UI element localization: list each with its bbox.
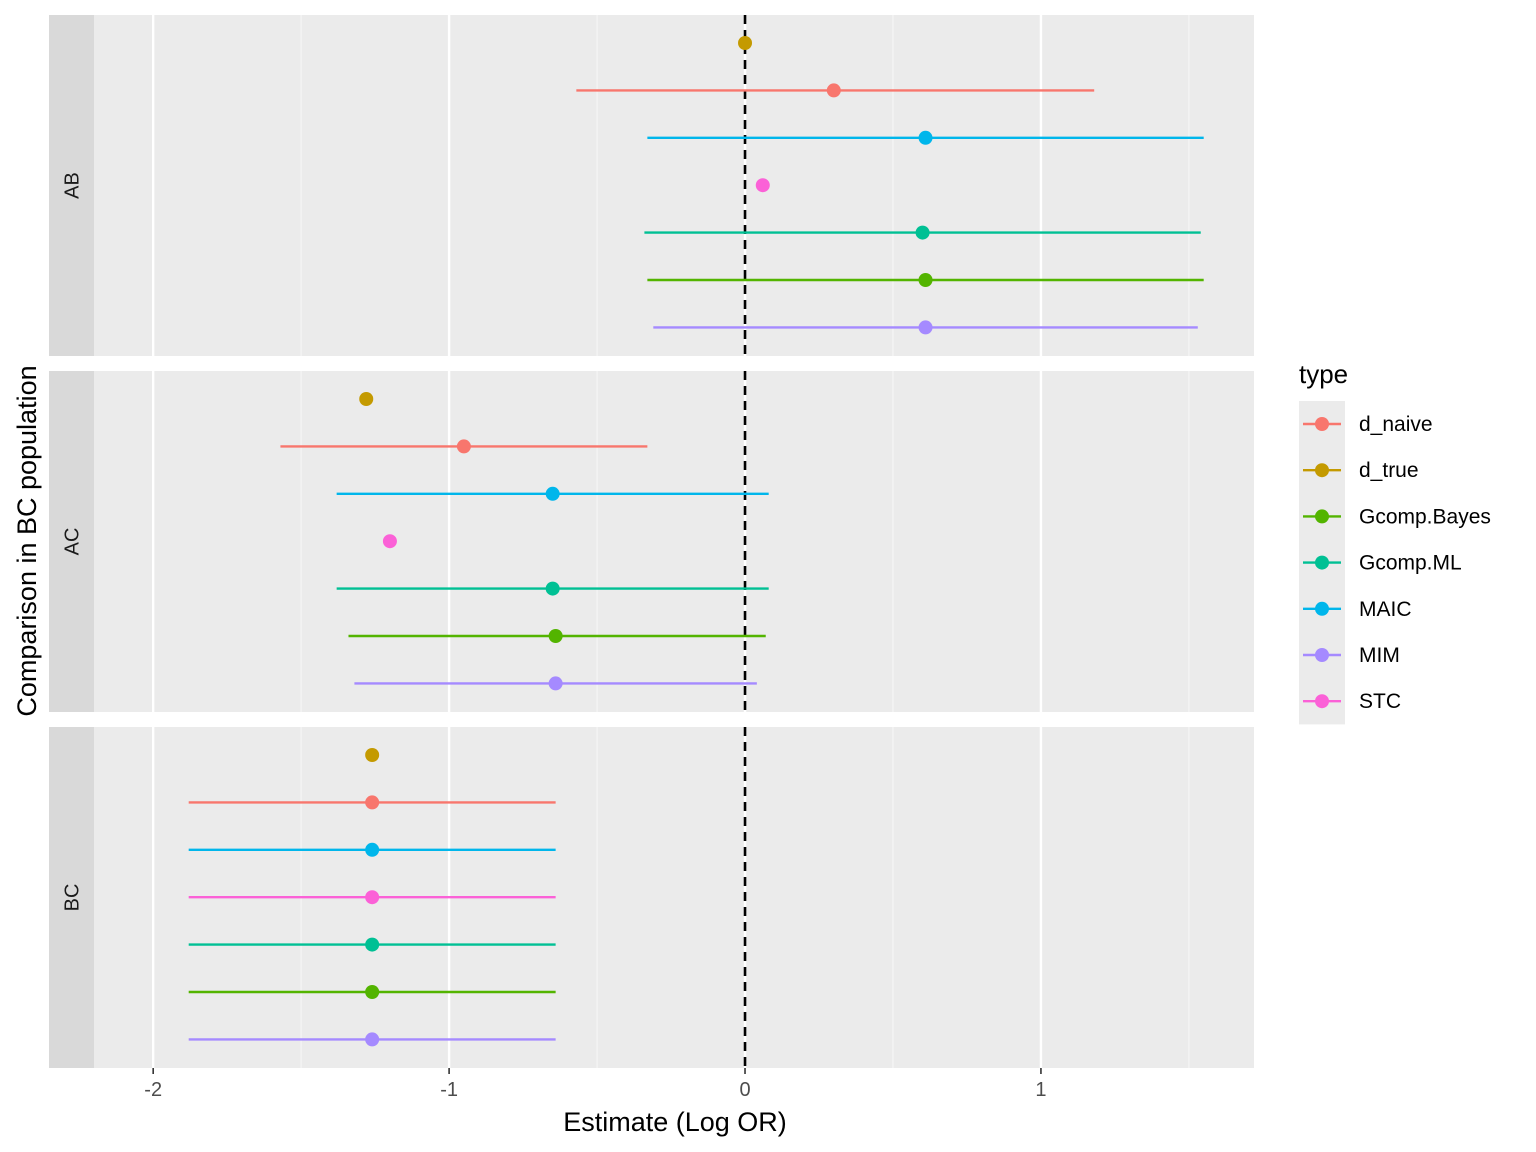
facet-strip-label: BC	[62, 884, 84, 912]
facet-strip	[49, 15, 94, 356]
legend-label: MAIC	[1359, 598, 1412, 621]
point-gcomp-bayes	[548, 629, 563, 643]
point-gcomp-bayes	[918, 273, 933, 287]
facet-strip	[49, 727, 94, 1068]
legend-item-maic: MAIC	[1303, 598, 1412, 621]
point-d_naive	[365, 795, 380, 810]
point-mim	[548, 676, 563, 691]
x-tick-label: -2	[144, 1079, 162, 1101]
legend-key-point	[1315, 417, 1329, 431]
facet-panels: AB AC BC	[49, 15, 1254, 1068]
legend-item-d_naive: d_naive	[1303, 413, 1433, 436]
legend-key-point	[1315, 694, 1329, 709]
point-gcomp-ml	[915, 225, 930, 240]
y-axis-title: Comparison in BC population	[12, 365, 42, 716]
legend-key-point	[1315, 463, 1329, 478]
point-gcomp-ml	[365, 937, 380, 952]
point-maic	[365, 842, 380, 857]
x-tick-label: 0	[739, 1079, 750, 1101]
legend-label: STC	[1359, 690, 1401, 713]
point-d_true	[738, 36, 753, 50]
legend-item-gcomp-bayes: Gcomp.Bayes	[1303, 505, 1491, 528]
point-stc	[365, 890, 380, 905]
point-gcomp-ml	[545, 581, 560, 596]
legend-label: d_naive	[1359, 413, 1433, 436]
legend-item-mim: MIM	[1303, 644, 1400, 667]
legend-key-point	[1315, 601, 1329, 616]
panel-bc: BC	[49, 727, 1254, 1068]
legend-key-point	[1315, 648, 1329, 662]
point-maic	[545, 486, 560, 501]
legend-item-gcomp-ml: Gcomp.ML	[1303, 552, 1462, 575]
point-maic	[918, 130, 933, 145]
legend-label: d_true	[1359, 459, 1419, 482]
x-tick-label: -1	[440, 1079, 458, 1101]
point-d_naive	[826, 83, 841, 98]
panel-ab: AB	[49, 15, 1254, 356]
legend-key-point	[1315, 509, 1329, 524]
x-axis: -2 -1 0 1	[144, 1068, 1047, 1101]
legend-label: Gcomp.ML	[1359, 552, 1462, 575]
legend-key-point	[1315, 555, 1329, 570]
point-stc	[755, 178, 770, 193]
panel-background	[94, 371, 1254, 712]
legend: type d_naive d_true Gcomp.Bayes Gcomp.ML MAI…	[1299, 359, 1491, 725]
point-mim	[365, 1032, 380, 1047]
panel-ac: AC	[49, 371, 1254, 712]
legend-item-stc: STC	[1303, 690, 1401, 713]
panel-background	[94, 15, 1254, 356]
point-d_true	[365, 748, 380, 762]
point-gcomp-bayes	[365, 985, 380, 999]
facet-strip-label: AC	[62, 528, 84, 556]
point-d_naive	[456, 439, 471, 454]
point-mim	[918, 320, 933, 335]
legend-label: MIM	[1359, 644, 1400, 667]
legend-item-d_true: d_true	[1303, 459, 1419, 482]
point-d_true	[359, 392, 374, 406]
facet-strip-label: AB	[62, 172, 84, 199]
x-axis-title: Estimate (Log OR)	[563, 1107, 787, 1137]
x-tick-label: 1	[1035, 1079, 1046, 1101]
legend-title: type	[1299, 359, 1348, 389]
legend-label: Gcomp.Bayes	[1359, 505, 1491, 528]
point-stc	[382, 534, 397, 549]
facet-strip	[49, 371, 94, 712]
